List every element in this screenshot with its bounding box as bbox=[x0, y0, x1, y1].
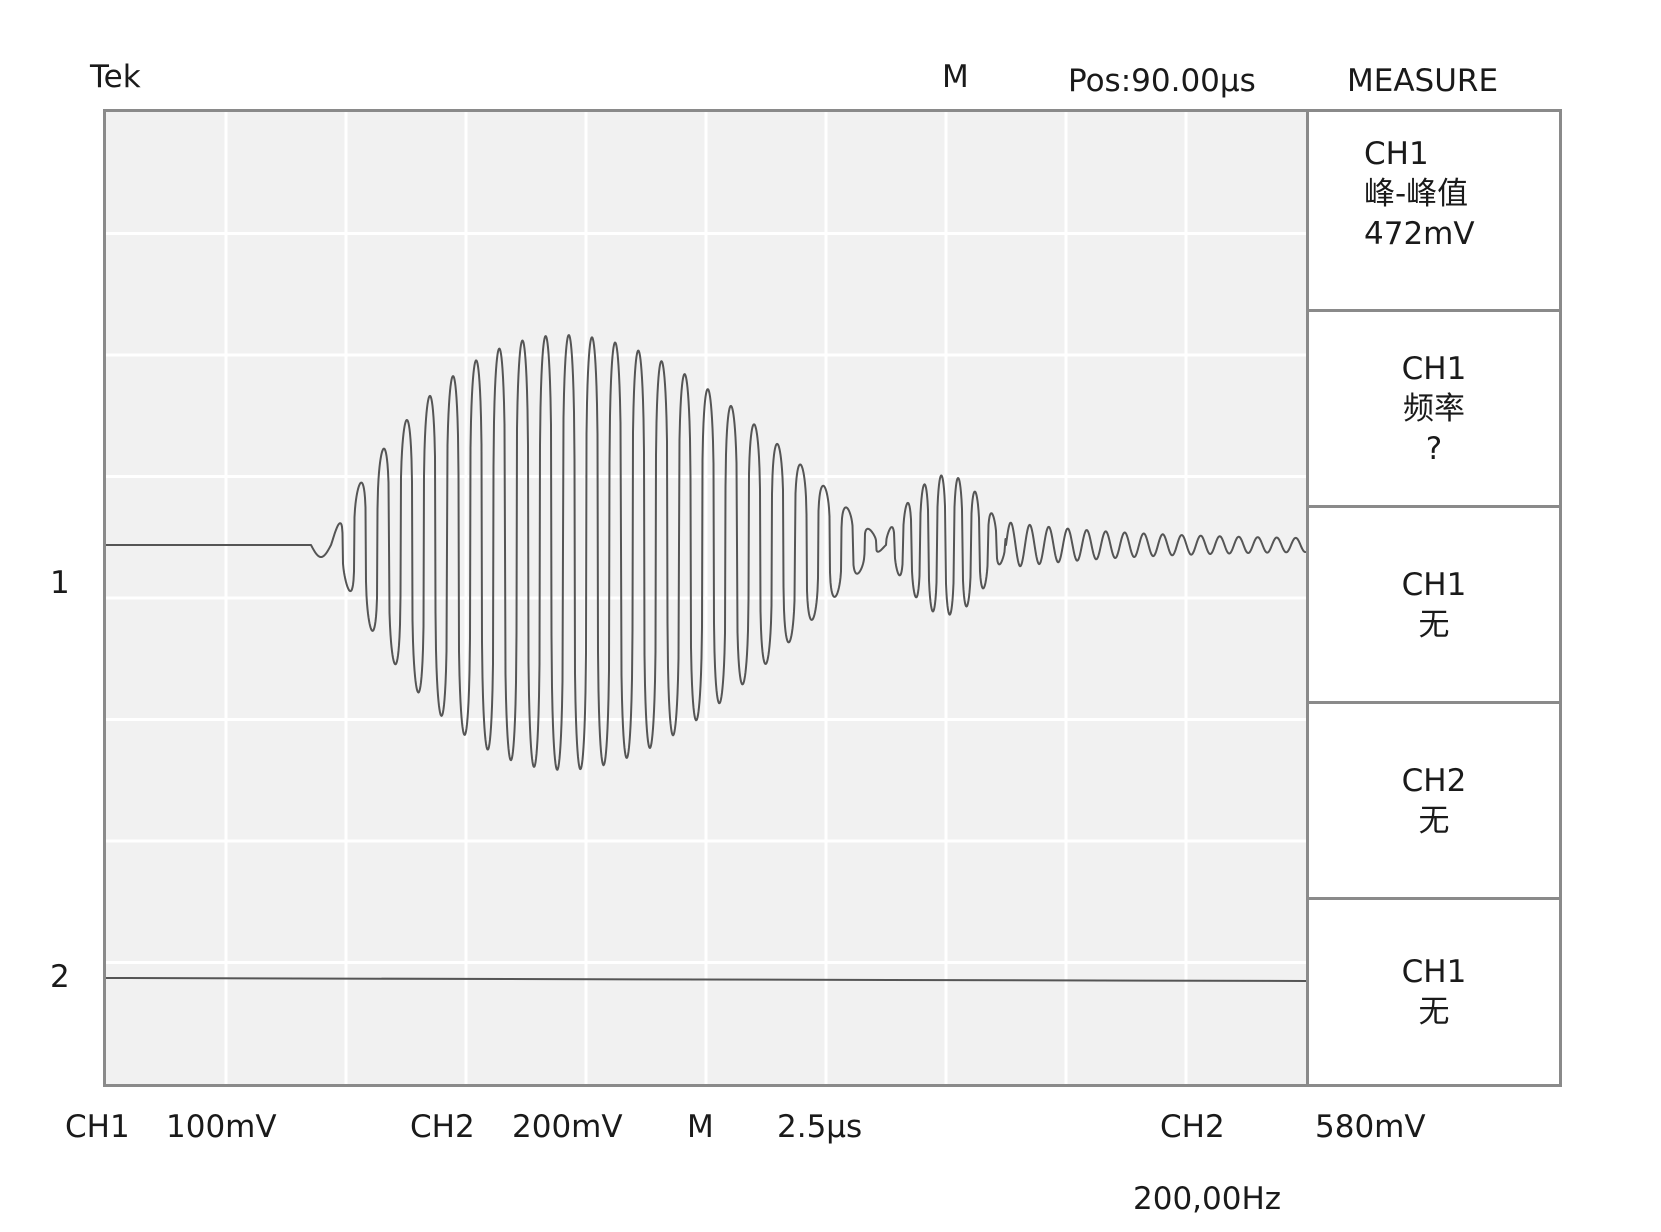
measure-slot-2[interactable]: CH1 频率 ? bbox=[1309, 312, 1559, 508]
measure-menu: CH1 峰-峰值 472mV CH1 频率 ? CH1 无 CH2 无 CH1 … bbox=[1306, 109, 1562, 1087]
measure-slot-4-source: CH2 bbox=[1401, 762, 1467, 799]
measure-slot-3-source: CH1 bbox=[1401, 566, 1467, 603]
horizontal-position-readout: Pos:90.00µs bbox=[1068, 63, 1256, 99]
measure-slot-5[interactable]: CH1 无 bbox=[1309, 900, 1559, 1084]
waveform-display bbox=[103, 109, 1309, 1087]
measure-slot-5-type: 无 bbox=[1418, 994, 1450, 1030]
trigger-frequency: 200,00Hz bbox=[1133, 1181, 1282, 1217]
graticule-grid bbox=[106, 112, 1306, 1084]
measure-slot-3[interactable]: CH1 无 bbox=[1309, 508, 1559, 704]
measure-slot-2-type: 频率 bbox=[1403, 390, 1465, 427]
timebase-scale: 2.5µs bbox=[777, 1109, 863, 1145]
measure-slot-3-type: 无 bbox=[1418, 606, 1450, 643]
ch1-trace-line bbox=[106, 334, 1306, 771]
ch1-waveform bbox=[106, 334, 1306, 771]
ch1-ground-marker[interactable]: 1 bbox=[50, 565, 70, 601]
measure-slot-1[interactable]: CH1 峰-峰值 472mV bbox=[1309, 112, 1559, 312]
measure-slot-2-value: ? bbox=[1425, 430, 1443, 467]
ch1-volts-per-div: 100mV bbox=[166, 1109, 277, 1145]
menu-title: MEASURE bbox=[1347, 63, 1499, 99]
acquisition-mode-label: M bbox=[942, 59, 969, 95]
ch2-waveform bbox=[106, 977, 1306, 982]
measure-slot-1-source: CH1 bbox=[1364, 136, 1429, 172]
ch2-volts-per-div: 200mV bbox=[512, 1109, 623, 1145]
measure-slot-1-value: 472mV bbox=[1364, 216, 1475, 252]
measure-slot-4[interactable]: CH2 无 bbox=[1309, 704, 1559, 900]
ch2-label: CH2 bbox=[410, 1109, 475, 1145]
trigger-level: 580mV bbox=[1315, 1109, 1426, 1145]
waveform-svg bbox=[106, 112, 1306, 1084]
ch2-ground-marker[interactable]: 2 bbox=[50, 959, 70, 995]
measure-slot-2-source: CH1 bbox=[1401, 350, 1467, 387]
ch1-label: CH1 bbox=[65, 1109, 130, 1145]
measure-slot-5-source: CH1 bbox=[1401, 954, 1467, 990]
brand-label: Tek bbox=[90, 59, 141, 95]
measure-slot-1-type: 峰-峰值 bbox=[1364, 176, 1469, 212]
timebase-label: M bbox=[687, 1109, 714, 1145]
trigger-source: CH2 bbox=[1160, 1109, 1225, 1145]
measure-slot-4-type: 无 bbox=[1418, 802, 1450, 839]
